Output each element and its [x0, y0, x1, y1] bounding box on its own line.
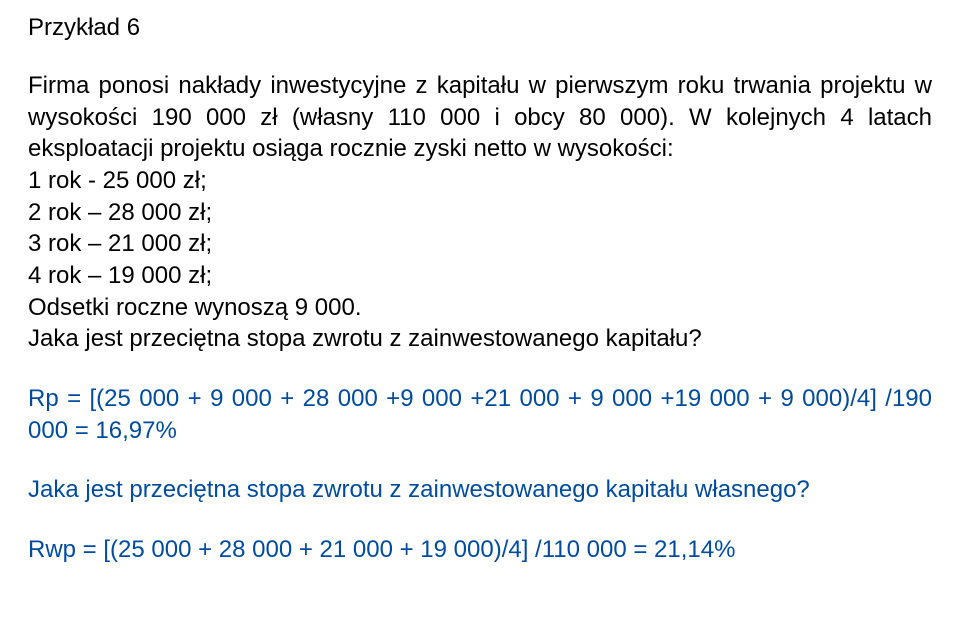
interest-line: Odsetki roczne wynoszą 9 000.: [28, 292, 932, 324]
year-3-line: 3 rok – 21 000 zł;: [28, 228, 932, 260]
spacer: [28, 506, 932, 534]
question-2: Jaka jest przeciętna stopa zwrotu z zain…: [28, 474, 932, 506]
intro-paragraph: Firma ponosi nakłady inwestycyjne z kapi…: [28, 70, 932, 165]
year-1-line: 1 rok - 25 000 zł;: [28, 165, 932, 197]
example-title: Przykład 6: [28, 14, 932, 42]
spacer: [28, 355, 932, 383]
formula-rp: Rp = [(25 000 + 9 000 + 28 000 +9 000 +2…: [28, 383, 932, 446]
formula-rwp: Rwp = [(25 000 + 28 000 + 21 000 + 19 00…: [28, 534, 932, 566]
year-4-line: 4 rok – 19 000 zł;: [28, 260, 932, 292]
question-1: Jaka jest przeciętna stopa zwrotu z zain…: [28, 323, 932, 355]
year-2-line: 2 rok – 28 000 zł;: [28, 197, 932, 229]
spacer: [28, 446, 932, 474]
document-page: Przykład 6 Firma ponosi nakłady inwestyc…: [0, 0, 960, 566]
